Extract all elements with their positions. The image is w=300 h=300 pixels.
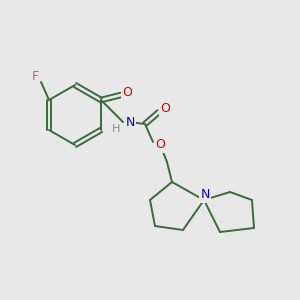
Text: O: O [160, 103, 170, 116]
Text: O: O [155, 139, 165, 152]
Text: O: O [122, 85, 132, 98]
Text: N: N [200, 188, 210, 202]
Text: F: F [32, 70, 39, 83]
Text: H: H [112, 124, 120, 134]
Text: N: N [126, 116, 135, 128]
